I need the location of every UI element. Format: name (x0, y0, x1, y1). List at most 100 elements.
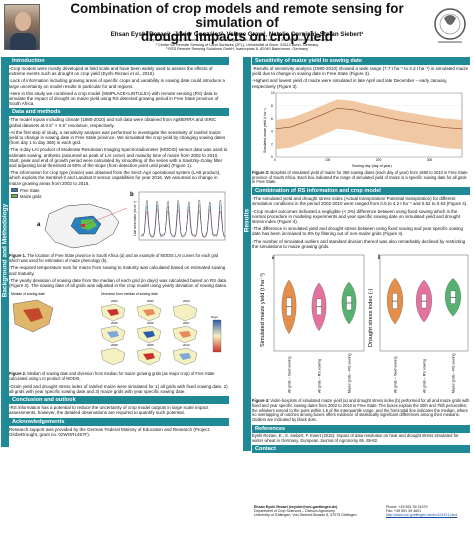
poster-header: Combination of crop models and remote se… (0, 0, 474, 56)
fig3-ytick: 6 (271, 117, 273, 121)
left-column: Introduction -Crop models were mostly de… (9, 57, 229, 439)
fig4-ylabel-left: Simulated maize yield (t ha⁻¹) (260, 273, 266, 347)
fig2-legend-label: Days (211, 315, 218, 319)
diversion-map-region (107, 331, 119, 339)
fig1-label-b: b (130, 192, 134, 198)
year-label: 2005 (111, 321, 118, 325)
introduction-heading: Introduction (9, 57, 229, 65)
methods-paragraph: -Grain yield and drought stress index of… (9, 383, 228, 395)
contact-line: Department of Crop Sciences – Division A… (254, 509, 335, 514)
intro-paragraph: -Crop models were mostly developed at fi… (9, 66, 213, 77)
fig3-yield-band (276, 99, 462, 150)
diversion-maps: 2002 2003 2004 2005 2006 2007 2008 2009 2010 (100, 299, 198, 366)
figure-4: a b Simulated maize yield (t ha⁻¹) Droug… (252, 251, 470, 397)
contact-block: Ehsan Eyshi Rezaei (eeyshir@uni-goetting… (252, 504, 470, 530)
fig4b-category-label: Maize grids – RS sowing (452, 353, 456, 393)
fig3-xtick: 200 (376, 158, 382, 162)
fig4-violins (281, 277, 461, 335)
fig4-ylabel-right: Drought stress index (-) (368, 288, 374, 347)
fig1-ylabel: Leaf area index (m² m⁻²) (133, 201, 137, 236)
fig3-ytick: 10 (271, 91, 275, 95)
contact-heading: Contact (252, 444, 470, 453)
fig4b-category-label: All grids – fixed sowing (394, 356, 398, 393)
fig3-xlabel: Sowing day (day of year) (352, 164, 392, 168)
year-label: 2007 (183, 321, 190, 325)
diversion-map-region (143, 331, 155, 339)
year-label: 2009 (147, 343, 154, 347)
year-label: 2002 (111, 299, 118, 303)
fig2-color-legend: Days (211, 315, 222, 353)
figure-3: 0 2 4 6 8 10 0 100 200 300 Simulated maize yield … (252, 91, 470, 169)
results-paragraph: -Highest and lowest yield of maize were … (252, 78, 448, 89)
results-paragraph: -The number of simulated outliers and st… (252, 238, 466, 249)
sidebar-results: Results (243, 57, 251, 451)
methods-paragraph: -At the first step of study, a sensitivi… (9, 129, 226, 146)
year-label: 2008 (111, 343, 118, 347)
methods-paragraph: -The model inputs including climate (198… (9, 117, 217, 128)
affiliation-3: ³ RSS Remote Sensing Solutions GmbH, Isa… (165, 47, 309, 51)
legend-free-state: Free State (20, 187, 40, 193)
year-label: 2003 (147, 299, 154, 303)
fig3-median-line (275, 107, 463, 129)
affiliation-1: ¹ Department of Crop Sciences, Universit… (146, 38, 328, 42)
diversion-map-region (107, 353, 119, 361)
conclusion-paragraph: -RS information has a potential to reduc… (9, 405, 209, 416)
sidebar-background-methodology: Background and Methodology (1, 57, 9, 447)
diversion-map-region (179, 331, 191, 339)
acknowledgements-heading: Acknowledgements (9, 417, 229, 426)
results-paragraph: -The simulated yield and drought stress … (252, 196, 468, 207)
lai-curves (140, 199, 226, 238)
year-label: 2006 (147, 321, 154, 325)
references-heading: References (252, 425, 470, 434)
contact-line: University of Göttingen, Von-Siebold-Str… (254, 513, 357, 518)
reference-entry: Eyshi Rezaei, E., S. Siebert, F. Ewert (… (252, 433, 459, 443)
year-label: 2010 (183, 343, 190, 347)
fig2-caption: Figure 2. Median of sowing date and dive… (9, 371, 215, 382)
fig1-legend: Free State Maize grids (11, 188, 41, 200)
fig3-ylabel: Simulated maize yield (t ha⁻¹) (263, 108, 267, 153)
fig3-xtick: 100 (325, 158, 331, 162)
fig4a-category-label: All grids – fixed sowing (288, 356, 292, 393)
methods-paragraph: -The 4-day LAI product of Moderate Resol… (9, 147, 228, 169)
diversion-map-region (143, 309, 155, 317)
fig2-title-diversion: Diversion from median of sowing date (101, 292, 158, 296)
lai-curve (140, 199, 226, 238)
diversion-map-region (143, 353, 155, 361)
fig3-caption: Figure 3: Boxplots of simulated yield of… (252, 169, 468, 185)
fig3-ytick: 4 (271, 129, 273, 133)
fig3-ytick: 8 (271, 104, 273, 108)
fig3-xtick: 300 (427, 158, 433, 162)
affiliation-2: ² Center for Remote Sensing of Land Surf… (155, 42, 319, 47)
contact-name: Ehsan Eyshi Rezaei (eeyshir@uni-goetting… (254, 505, 338, 509)
intro-paragraph: -Lack of information including growing a… (9, 78, 225, 89)
authors: Ehsan Eyshi Rezaei¹, Javier González², V… (110, 31, 364, 38)
diversion-map-region (179, 309, 191, 317)
fig4-caption: Figure 4: Violin-boxplots of simulated m… (252, 398, 470, 423)
legend-maize-grids: Maize grids (20, 193, 42, 199)
fig4a-category-label: Maize grids – RS sowing (348, 353, 352, 393)
methods-paragraph: -The yearly deviation of sowing date fro… (9, 277, 228, 289)
median-map-hotspot (23, 308, 43, 323)
conclusion-heading: Conclusion and outlook (9, 396, 229, 405)
fig3-ytick: 0 (271, 155, 273, 159)
methods-paragraph: -The information for crop type (maize) w… (9, 170, 221, 186)
figure-1: Free State Maize grids a b Leaf area ind… (9, 188, 229, 252)
fig4a-category-label: All grids – RS sowing (318, 359, 322, 393)
university-logo (434, 8, 466, 43)
contact-web-link[interactable]: http://www.uni-goettingen.de/en/424321.h… (386, 513, 458, 518)
sensitivity-heading: Sensitivity of maize yield to sowing dat… (252, 57, 470, 65)
figure-2: Median of sowing date Diversion from med… (9, 290, 229, 370)
poster-title: Combination of crop models and remote se… (70, 1, 404, 44)
data-methods-heading: Data and methods (9, 108, 229, 117)
right-column: Sensitivity of maize yield to sowing dat… (252, 57, 470, 454)
combination-heading: Combination of RS information and crop m… (252, 187, 470, 196)
results-paragraph: -Results of sensitivity analysis (1980-2… (252, 66, 469, 77)
year-label: 2004 (183, 299, 190, 303)
contact-phone: Phone: +49 551 39 24379 (386, 505, 428, 509)
results-paragraph: -Crop model outcomes indicated a negligi… (252, 208, 461, 225)
contact-fax: Fax: +49 551 39 4601 (386, 509, 422, 514)
intro-paragraph: -Here in this study we combined a crop m… (9, 90, 219, 107)
fig1-caption: Figure 1. The location of Free State pro… (9, 252, 219, 263)
